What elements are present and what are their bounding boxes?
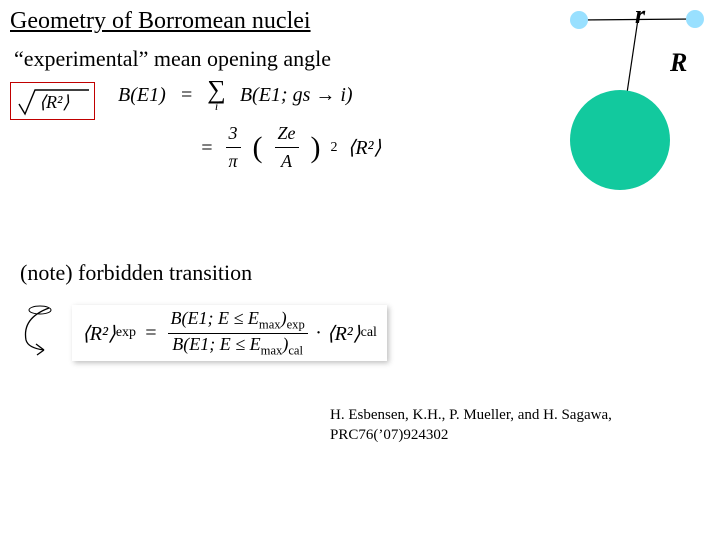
eq1-equals-2: = bbox=[200, 133, 214, 163]
halo-nucleon-2 bbox=[686, 10, 704, 28]
rms-inner: ⟨R²⟩ bbox=[39, 92, 69, 113]
sum-index: i bbox=[215, 101, 218, 112]
eq1-lhs: B(E1) bbox=[118, 80, 166, 110]
eq2-den-sub: cal bbox=[288, 343, 303, 357]
subtitle: “experimental” mean opening angle bbox=[14, 46, 331, 72]
equation-r2exp: ⟨R²⟩exp = B(E1; E ≤ Emax)exp B(E1; E ≤ E… bbox=[72, 305, 387, 361]
label-r: r bbox=[635, 0, 645, 30]
paren-close: ) bbox=[311, 125, 321, 170]
label-big-r: R bbox=[670, 48, 687, 78]
citation-line2: PRC76(’07)924302 bbox=[330, 425, 612, 445]
curved-arrow-icon bbox=[14, 300, 64, 360]
frac-3-pi: 3 π bbox=[226, 120, 241, 175]
nucleus-svg bbox=[500, 0, 710, 200]
rms-radius-box: ⟨R²⟩ bbox=[10, 82, 95, 120]
core-circle bbox=[570, 90, 670, 190]
eq1-equals-1: = bbox=[180, 80, 194, 110]
paren-open: ( bbox=[253, 125, 263, 170]
eq2-den-a: B(E1; E ≤ E bbox=[172, 334, 260, 354]
equation-be1: B(E1) = ∑ i B(E1; gs → i) = 3 π ( Ze A )… bbox=[118, 78, 381, 175]
eq2-equals: = bbox=[144, 322, 158, 345]
eq2-num-b: max bbox=[259, 318, 281, 332]
eq2-dot: · bbox=[316, 322, 321, 345]
frac-den-pi: π bbox=[226, 148, 241, 175]
eq2-lhs: ⟨R²⟩ bbox=[82, 321, 116, 346]
citation: H. Esbensen, K.H., P. Mueller, and H. Sa… bbox=[330, 405, 612, 446]
eq2-rhs: ⟨R²⟩ bbox=[327, 321, 361, 346]
eq2-lhs-sub: exp bbox=[116, 325, 136, 341]
squared: 2 bbox=[331, 137, 338, 158]
eq2-den: B(E1; E ≤ Emax)cal bbox=[168, 334, 308, 359]
frac-num-ze: Ze bbox=[275, 120, 299, 148]
note-forbidden: (note) forbidden transition bbox=[20, 260, 252, 286]
eq2-frac: B(E1; E ≤ Emax)exp B(E1; E ≤ Emax)cal bbox=[168, 308, 308, 358]
frac-num-3: 3 bbox=[226, 120, 241, 148]
frac-ze-a: Ze A bbox=[275, 120, 299, 175]
nucleus-diagram: r R bbox=[500, 0, 710, 200]
sum-symbol: ∑ bbox=[207, 78, 226, 101]
eq2-rhs-sub: cal bbox=[361, 325, 377, 341]
eq2-num: B(E1; E ≤ Emax)exp bbox=[168, 308, 308, 334]
eq2-num-a: B(E1; E ≤ E bbox=[171, 308, 259, 328]
eq2-num-sub: exp bbox=[287, 318, 305, 332]
eq1-rhs1: B(E1; gs → i) bbox=[240, 80, 353, 110]
citation-line1: H. Esbensen, K.H., P. Mueller, and H. Sa… bbox=[330, 405, 612, 425]
eq2-den-b: max bbox=[261, 343, 283, 357]
page-title: Geometry of Borromean nuclei bbox=[10, 8, 311, 35]
eq1-r2: ⟨R²⟩ bbox=[348, 133, 382, 163]
halo-nucleon-1 bbox=[570, 11, 588, 29]
frac-den-a: A bbox=[275, 148, 299, 175]
